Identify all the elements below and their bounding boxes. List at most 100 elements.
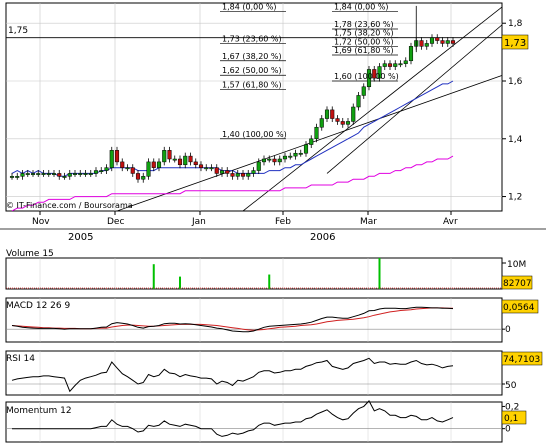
momentum-last-value: 0,1	[504, 414, 518, 424]
candle-down	[189, 156, 193, 162]
macd-title: MACD 12 26 9	[6, 301, 70, 311]
candle-up	[320, 119, 324, 128]
candle-down	[215, 168, 219, 174]
year-label-2006: 2006	[310, 232, 335, 243]
fib-label: 1,67 (38,20 %)	[222, 52, 282, 61]
candle-up	[304, 145, 308, 154]
candle-up	[404, 61, 408, 64]
candle-up	[393, 64, 397, 67]
copyright-text: © IT-Finance.com / Boursorama	[6, 201, 133, 210]
candle-up	[220, 171, 224, 174]
candle-up	[409, 46, 413, 60]
candle-up	[94, 171, 98, 174]
price-tick-label: 1,2	[508, 193, 522, 203]
candle-up	[147, 162, 151, 176]
candle-up	[294, 153, 298, 156]
candle-down	[225, 171, 229, 174]
candle-down	[168, 150, 172, 159]
month-axis: Nov Dec Jan Feb Mar Avr	[32, 211, 458, 227]
candle-up	[15, 176, 19, 177]
candle-down	[420, 41, 424, 47]
fib-label: 1,84 (0,00 %)	[334, 3, 389, 12]
candle-down	[336, 119, 340, 122]
candle-up	[204, 168, 208, 169]
candle-down	[57, 173, 61, 176]
candle-down	[178, 159, 182, 165]
candle-up	[183, 156, 187, 165]
volume-panel	[6, 258, 502, 289]
candle-up	[110, 150, 114, 167]
candle-up	[315, 127, 319, 139]
candle-up	[257, 162, 261, 171]
level-label: 1,75	[8, 26, 28, 36]
candle-up	[84, 173, 88, 174]
momentum-panel	[6, 402, 502, 442]
candle-up	[446, 41, 450, 44]
candle-up	[351, 107, 355, 121]
candle-up	[141, 176, 145, 179]
candle-up	[99, 171, 103, 172]
last-price-value: 1,73	[504, 38, 526, 49]
candle-down	[199, 165, 203, 168]
candle-up	[288, 156, 292, 157]
candle-up	[430, 38, 434, 44]
candle-up	[246, 173, 250, 176]
candle-up	[252, 171, 256, 174]
momentum-tick-label: 0	[505, 425, 511, 435]
fib-label: 1,57 (61,80 %)	[222, 81, 282, 90]
fib-label: 1,69 (61,80 %)	[334, 46, 394, 55]
candle-down	[194, 162, 198, 165]
rsi-panel	[6, 351, 502, 395]
candle-up	[425, 43, 429, 46]
momentum-title: Momentum 12	[6, 406, 72, 416]
candle-up	[31, 173, 35, 174]
fib-label: 1,75 (38,20 %)	[334, 29, 394, 38]
macd-panel	[6, 298, 502, 342]
macd-axis-ticks: 0	[502, 325, 511, 335]
candle-up	[105, 168, 109, 171]
fib-label: 1,84 (0,00 %)	[222, 3, 277, 12]
rsi-last-value: 74,7103	[503, 355, 540, 365]
candle-down	[441, 41, 445, 44]
candle-down	[152, 162, 156, 168]
month-label: Jan	[191, 217, 206, 227]
candle-up	[346, 121, 350, 124]
fib-label: 1,62 (50,00 %)	[222, 66, 282, 75]
candle-down	[451, 41, 455, 44]
price-tick-label: 1,6	[508, 77, 523, 87]
candle-up	[157, 162, 161, 168]
month-label: Mar	[360, 217, 377, 227]
candle-up	[357, 95, 361, 107]
candle-down	[435, 38, 439, 41]
rsi-axis-ticks: 50	[502, 381, 517, 391]
candle-up	[383, 64, 387, 67]
macd-last-value: 0,0564	[503, 303, 535, 313]
candle-up	[63, 176, 67, 177]
candle-up	[89, 173, 93, 174]
candle-down	[330, 110, 334, 119]
candle-up	[162, 150, 166, 162]
candle-down	[120, 162, 124, 168]
candle-up	[262, 159, 266, 162]
candle-up	[26, 173, 30, 174]
candle-down	[136, 173, 140, 179]
candle-down	[115, 150, 119, 162]
candle-up	[52, 173, 56, 174]
fib-label: 1,72 (50,00 %)	[334, 37, 394, 46]
candle-up	[36, 173, 40, 174]
candle-up	[173, 159, 177, 160]
candle-down	[341, 121, 345, 124]
candle-up	[267, 159, 271, 160]
rsi-tick-label: 50	[505, 381, 517, 391]
candle-up	[73, 173, 77, 174]
candle-up	[236, 173, 240, 176]
candle-up	[10, 176, 14, 177]
month-label: Dec	[107, 217, 124, 227]
volume-axis-label: 10M	[507, 260, 526, 270]
candle-up	[42, 173, 46, 174]
price-tick-label: 1,4	[508, 135, 523, 145]
fib-label: 1,78 (23,60 %)	[334, 20, 394, 29]
candle-up	[78, 173, 82, 174]
volume-last-value: 82707	[503, 279, 532, 289]
rsi-title: RSI 14	[6, 354, 35, 364]
